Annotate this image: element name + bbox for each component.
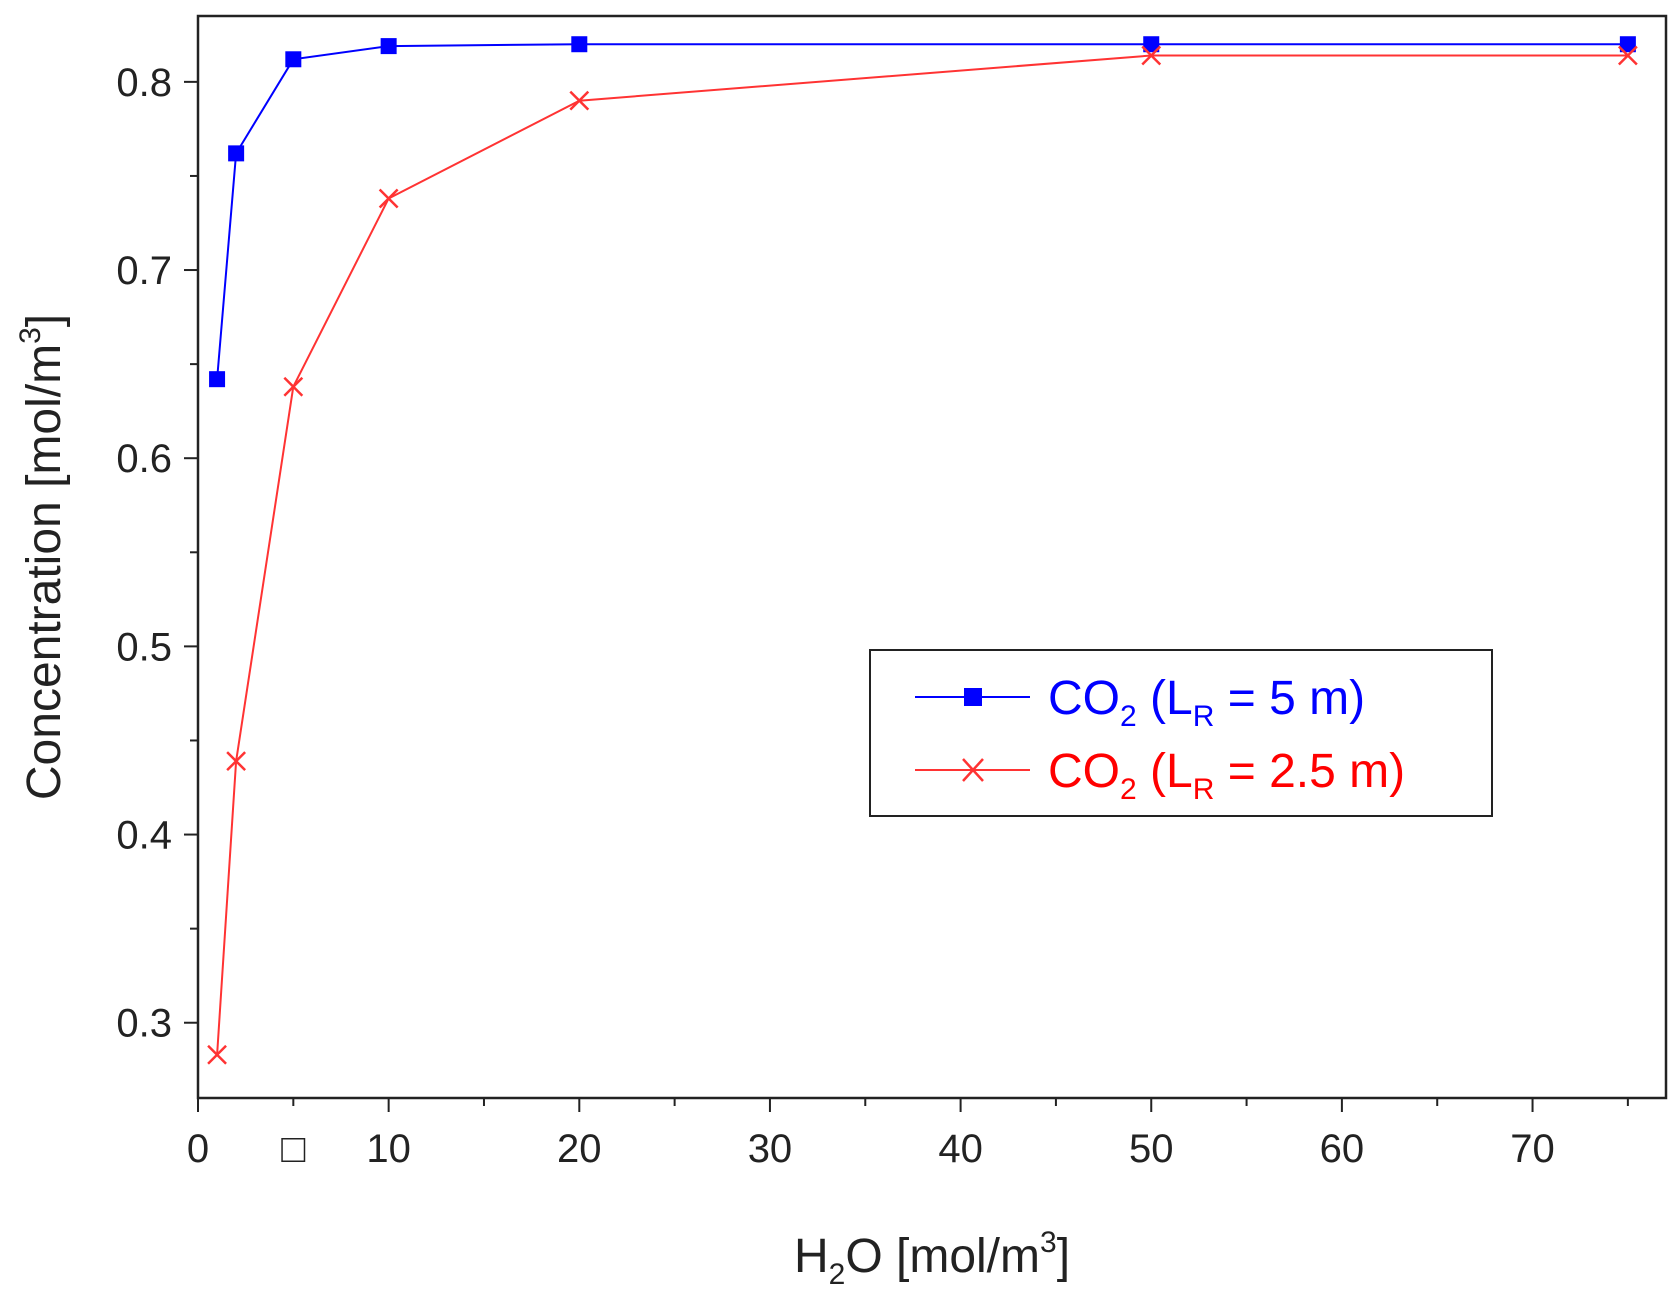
series-1-point-3 <box>380 38 397 55</box>
x-tick-label-2: 10 <box>366 1127 411 1171</box>
legend-label-series-2: CO2 (LR = 2.5 m) <box>1048 745 1405 806</box>
y-tick-label-0: 0.3 <box>116 1002 172 1046</box>
x-axis-title: H2O [mol/m3] <box>794 1226 1070 1291</box>
series-2-point-1 <box>226 751 247 772</box>
x-tick-label-3: 20 <box>557 1127 602 1171</box>
series-1-point-1 <box>228 145 245 162</box>
y-axis-title-main: Concentration [mol/m <box>18 344 71 800</box>
y-tick-label-2: 0.5 <box>116 625 172 669</box>
series-line-2 <box>216 54 1628 1055</box>
x-axis-title-close: ] <box>1057 1230 1070 1283</box>
series-1-point-0 <box>209 371 226 388</box>
series-1-point-4 <box>571 36 588 53</box>
plot-series <box>207 36 1638 1065</box>
legend-label-series-1: CO2 (LR = 5 m) <box>1048 672 1365 733</box>
y-axis-title-close: ] <box>18 314 71 327</box>
series-2-point-3 <box>378 188 399 209</box>
x-tick-label-6: 50 <box>1129 1127 1174 1171</box>
x-axis-title-sub: 2 <box>829 1258 846 1291</box>
y-tick-label-3: 0.6 <box>116 437 172 481</box>
x-axis-title-main: H <box>794 1230 829 1283</box>
x-tick-label-5: 40 <box>938 1127 983 1171</box>
y-tick-label-5: 0.8 <box>116 61 172 105</box>
x-tick-label-0: 0 <box>187 1127 209 1171</box>
y-axis-title: Concentration [mol/m3] <box>14 314 71 800</box>
x-tick-label-8: 70 <box>1510 1127 1555 1171</box>
axis-ticks: 0 □ 10 20 30 40 50 60 70 0.3 0.4 0.5 0.6 0.7 0.8 <box>116 61 1629 1171</box>
legend-box <box>869 649 1493 817</box>
y-tick-label-1: 0.4 <box>116 814 172 858</box>
x-axis-title-rest: O [mol/m <box>845 1230 1040 1283</box>
series-2-point-0 <box>207 1044 227 1065</box>
x-axis-title-sup: 3 <box>1040 1226 1057 1259</box>
plot-frame <box>196 14 1668 1100</box>
series-2-point-6 <box>1617 45 1638 66</box>
series-2-point-4 <box>569 90 590 111</box>
legend-marker-series-2 <box>962 758 984 782</box>
legend-marker-series-1 <box>964 688 982 706</box>
x-tick-label-1: □ <box>281 1127 305 1171</box>
series-1-point-2 <box>285 51 302 68</box>
series-2-point-2 <box>283 376 304 397</box>
x-tick-label-4: 30 <box>748 1127 793 1171</box>
x-tick-label-7: 60 <box>1320 1127 1365 1171</box>
legend: CO2 (LR = 5 m) CO2 (LR = 2.5 m) <box>869 649 1493 817</box>
y-axis-title-sup: 3 <box>14 327 47 344</box>
series-1-point-5 <box>1143 36 1160 53</box>
series-1-point-6 <box>1619 36 1636 53</box>
series-line-1 <box>216 43 1628 380</box>
series-2-point-5 <box>1141 45 1162 66</box>
y-tick-label-4: 0.7 <box>116 249 172 293</box>
